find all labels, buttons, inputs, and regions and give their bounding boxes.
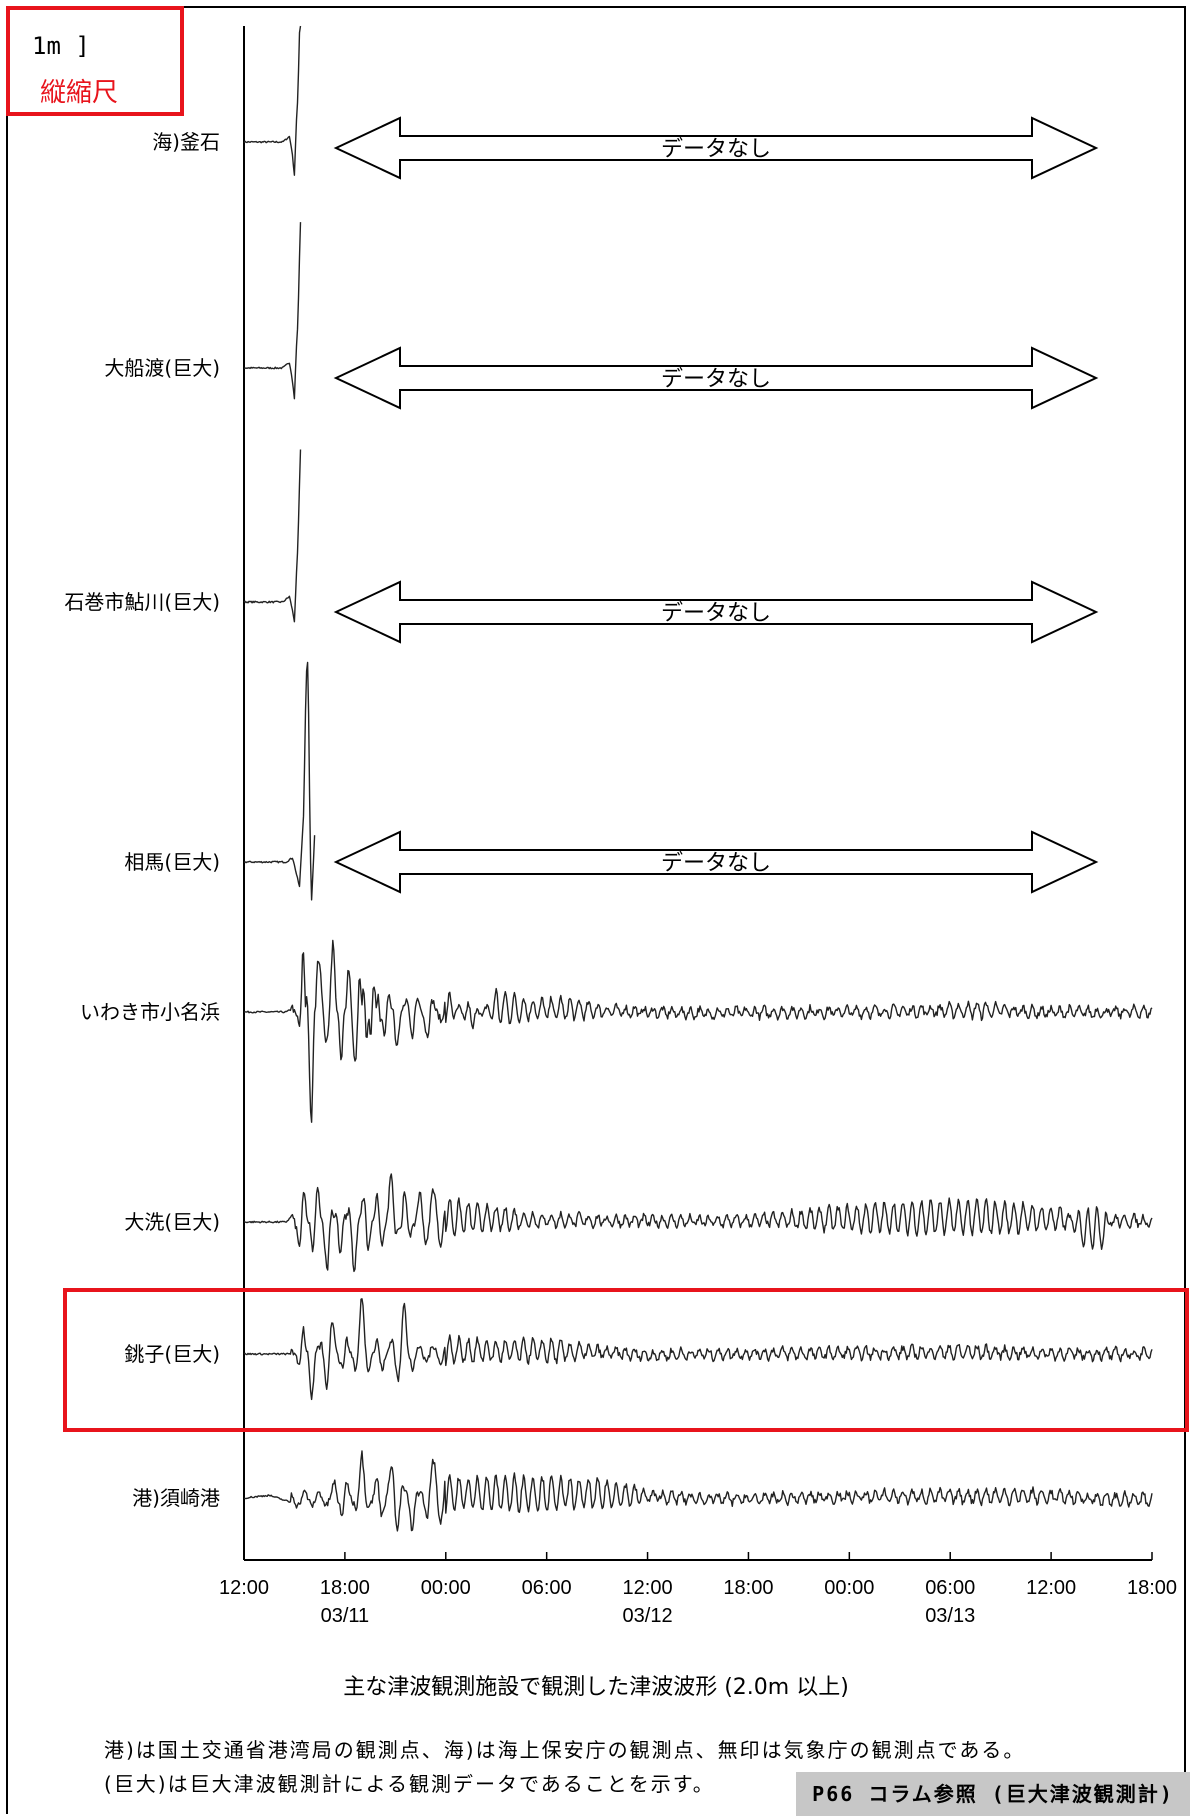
x-tick-label: 06:00 xyxy=(925,1577,975,1599)
station-label: いわき市小名浜 xyxy=(80,1000,220,1024)
date-label: 03/13 xyxy=(925,1605,975,1627)
x-tick-label: 18:00 xyxy=(1127,1577,1177,1599)
station-label: 銚子(巨大) xyxy=(124,1342,220,1366)
reference-badge: P66 コラム参照 (巨大津波観測計) xyxy=(796,1772,1190,1816)
station-label: 港)須崎港 xyxy=(132,1486,220,1510)
waveform-trace xyxy=(243,939,1153,1123)
figure-frame xyxy=(6,6,1186,1814)
no-data-label: データなし xyxy=(661,851,771,876)
no-data-label: データなし xyxy=(661,137,771,162)
station-label: 海)釜石 xyxy=(152,130,220,154)
waveform-trace xyxy=(243,222,302,400)
x-tick-label: 00:00 xyxy=(421,1577,471,1599)
x-tick-label: 18:00 xyxy=(723,1577,773,1599)
no-data-arrow xyxy=(333,116,1099,180)
waveform-trace xyxy=(243,1450,1153,1532)
station-label: 相馬(巨大) xyxy=(124,850,220,874)
no-data-label: データなし xyxy=(661,601,771,626)
station-label: 大船渡(巨大) xyxy=(104,356,220,380)
station-label: 大洗(巨大) xyxy=(124,1210,220,1234)
highlight-box-choshi xyxy=(63,1288,1189,1432)
date-label: 03/12 xyxy=(623,1605,673,1627)
x-tick-label: 12:00 xyxy=(1026,1577,1076,1599)
waveform-trace xyxy=(243,1298,1153,1401)
x-tick-label: 12:00 xyxy=(623,1577,673,1599)
x-tick-label: 06:00 xyxy=(522,1577,572,1599)
no-data-label: データなし xyxy=(661,367,771,392)
waveform-trace xyxy=(243,661,316,901)
no-data-arrow xyxy=(333,346,1099,410)
no-data-arrow xyxy=(333,580,1099,644)
figure-caption: 主な津波観測施設で観測した津波波形 (2.0m 以上) xyxy=(343,1675,849,1700)
x-tick-label: 00:00 xyxy=(824,1577,874,1599)
note-observation-agencies: 港)は国土交通省港湾局の観測点、海)は海上保安庁の観測点、無印は気象庁の観測点で… xyxy=(104,1738,1026,1762)
waveform-trace xyxy=(243,449,302,623)
waveform-trace xyxy=(243,1173,1153,1273)
date-label: 03/11 xyxy=(321,1605,370,1627)
no-data-arrow xyxy=(333,830,1099,894)
waveform-trace xyxy=(243,25,302,176)
vertical-scale-box: 1m ] 縦縮尺 xyxy=(6,6,184,116)
x-tick-label: 12:00 xyxy=(219,1577,269,1599)
note-giant-tsunami-meter: (巨大)は巨大津波観測計による観測データであることを示す。 xyxy=(104,1772,715,1796)
x-tick-label: 18:00 xyxy=(320,1577,370,1599)
station-label: 石巻市鮎川(巨大) xyxy=(64,590,220,614)
scale-label: 縦縮尺 xyxy=(40,78,119,108)
scale-value: 1m ] xyxy=(32,32,90,60)
